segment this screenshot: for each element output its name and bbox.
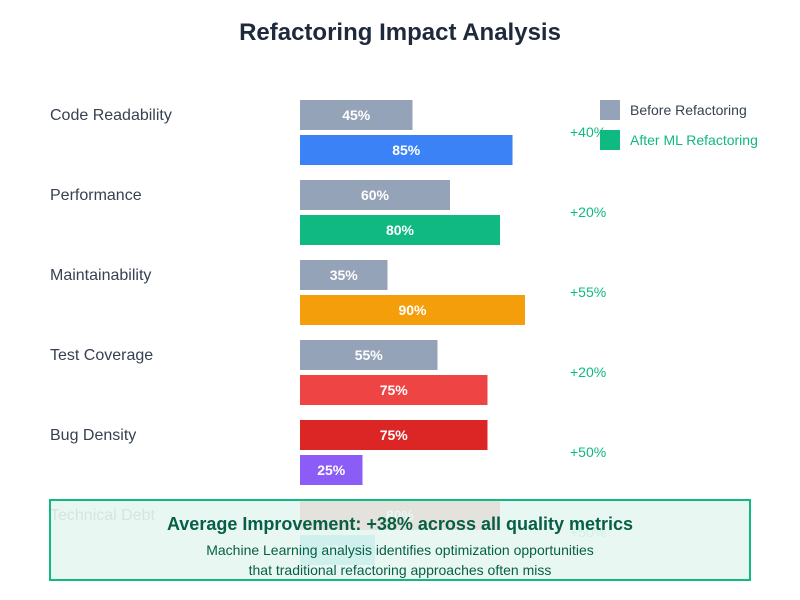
bar-before: [300, 100, 413, 130]
bar-value-label: 75%: [380, 427, 409, 443]
category-label: Bug Density: [50, 427, 136, 444]
legend-swatch: [600, 130, 620, 150]
bar-value-label: 55%: [355, 347, 384, 363]
bar-after: [300, 455, 363, 485]
improvement-label: +50%: [570, 444, 606, 460]
category-label: Performance: [50, 187, 142, 204]
improvement-label: +20%: [570, 364, 606, 380]
chart-title: Refactoring Impact Analysis: [239, 19, 561, 46]
improvement-label: +20%: [570, 204, 606, 220]
category-label: Code Readability: [50, 107, 172, 124]
bar-after: [300, 135, 513, 165]
summary-headline: Average Improvement: +38% across all qua…: [167, 514, 633, 534]
bar-before: [300, 420, 488, 450]
improvement-label: +55%: [570, 284, 606, 300]
bar-after: [300, 295, 525, 325]
bar-value-label: 25%: [317, 462, 346, 478]
category-label: Maintainability: [50, 267, 151, 284]
bar-value-label: 85%: [392, 142, 421, 158]
category-label: Test Coverage: [50, 347, 153, 364]
bar-before: [300, 180, 450, 210]
bar-value-label: 90%: [398, 302, 427, 318]
legend-swatch: [600, 100, 620, 120]
summary-line-2: that traditional refactoring approaches …: [249, 562, 552, 578]
legend: Before Refactoring After ML Refactoring: [600, 100, 758, 150]
improvement-label: +40%: [570, 124, 606, 140]
summary-box: [49, 499, 751, 581]
bar-value-label: 80%: [386, 222, 415, 238]
bar-value-label: 45%: [342, 107, 371, 123]
summary-line-1: Machine Learning analysis identifies opt…: [206, 542, 594, 558]
legend-label: After ML Refactoring: [630, 132, 758, 148]
bar-after: [300, 375, 488, 405]
bar-before: [300, 260, 388, 290]
bar-value-label: 60%: [361, 187, 390, 203]
bar-value-label: 75%: [380, 382, 409, 398]
bar-value-label: 35%: [330, 267, 359, 283]
legend-label: Before Refactoring: [630, 102, 747, 118]
bars-group: Code Readability 45% 85% +40% Performance 60%…: [50, 100, 606, 565]
bar-before: [300, 340, 438, 370]
bar-after: [300, 215, 500, 245]
